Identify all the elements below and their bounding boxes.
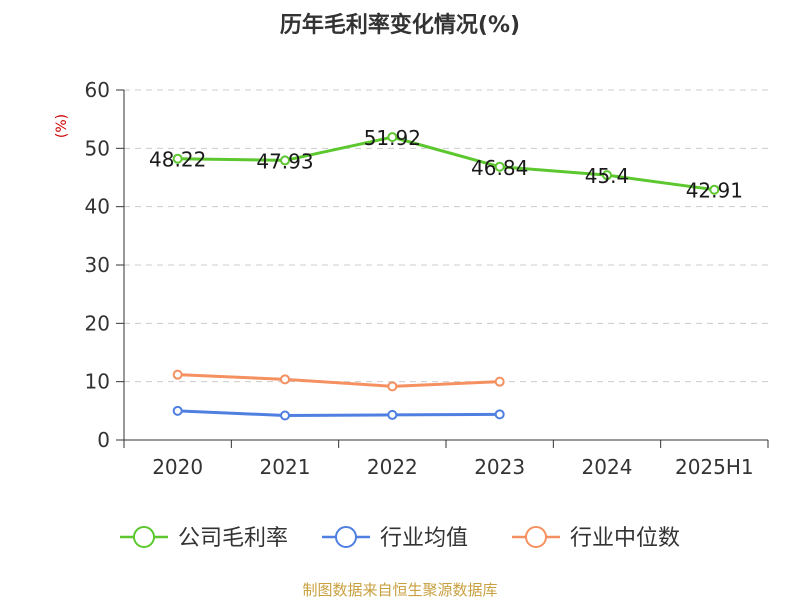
legend-label: 行业中位数 [570,526,680,551]
data-label: 42.91 [686,179,743,203]
legend-marker [133,526,155,548]
data-point [280,374,290,385]
series-layer [172,132,720,421]
y-tick-label: 50 [85,136,110,160]
y-axis-unit-label: (%) [54,114,70,138]
x-tick-label: 2021 [260,455,311,479]
data-point [280,410,290,421]
data-point [387,132,398,143]
legend-label: 行业均值 [380,526,468,551]
chart-title: 历年毛利率变化情况(%) [280,12,520,38]
y-tick-label: 20 [85,311,110,335]
y-tick-label: 10 [85,370,110,394]
y-tick-label: 40 [85,195,110,219]
legend-marker [335,526,357,548]
data-point [709,184,720,195]
axes: 0 10 20 30 40 50 60 2020 2021 2022 2023 2024 2025H1 [85,78,769,479]
legend-marker [525,526,547,548]
data-point [494,376,505,387]
series-line-2 [177,373,500,388]
x-tick-label: 2022 [367,455,418,479]
data-point [172,369,183,380]
series-line-0 [177,135,715,192]
x-tick-label: 2025H1 [675,455,754,479]
legend: 公司毛利率 行业均值 行业中位数 [120,526,680,551]
data-label: 47.93 [256,149,313,173]
x-tick-label: 2020 [152,455,203,479]
data-label: 51.92 [364,126,421,150]
y-tick-label: 30 [85,253,110,277]
data-source-note: 制图数据来自恒生聚源数据库 [302,581,497,599]
gridlines [124,89,768,383]
data-label: 48.22 [149,148,206,172]
data-point [172,405,183,416]
y-tick-label: 60 [85,78,110,102]
data-point [172,153,183,164]
legend-label: 公司毛利率 [178,526,288,551]
data-point [280,155,290,166]
x-tick-label: 2023 [474,455,525,479]
y-tick-label: 0 [97,428,110,452]
data-label: 45.4 [585,164,630,188]
x-tick-label: 2024 [582,455,633,479]
data-labels: 48.22 47.93 51.92 46.84 45.4 42.91 [149,126,743,203]
data-point [494,161,505,172]
data-point [387,409,398,420]
data-point [387,381,398,392]
series-line-1 [177,409,500,417]
data-point [494,409,505,420]
data-point [602,170,612,181]
data-label: 46.84 [471,156,528,180]
